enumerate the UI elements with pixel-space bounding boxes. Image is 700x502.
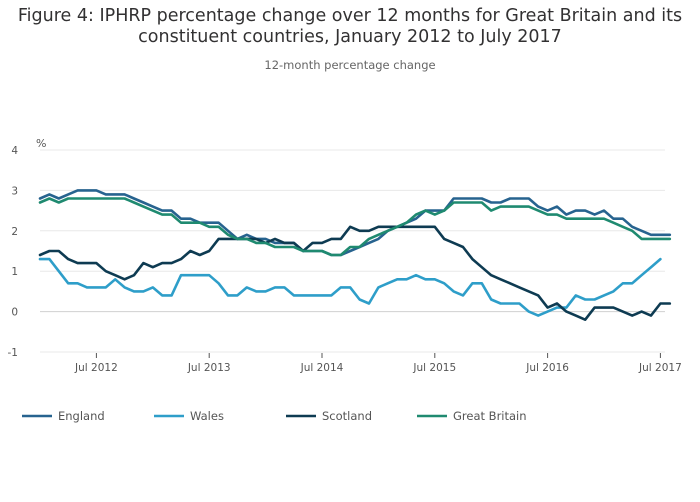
legend-item-scotland[interactable]: Scotland [286, 409, 372, 423]
chart-subtitle: 12-month percentage change [264, 58, 436, 72]
legend-item-england[interactable]: England [22, 409, 105, 423]
x-tick-label: Jul 2015 [412, 362, 456, 374]
y-tick-label: 0 [11, 307, 18, 319]
y-axis: 4 3 2 1 0 -1 [8, 145, 19, 359]
legend-label: Scotland [322, 409, 372, 423]
y-tick-label: 2 [11, 226, 18, 238]
legend-item-wales[interactable]: Wales [154, 409, 224, 423]
x-tick-label: Jul 2016 [525, 362, 569, 374]
y-tick-label: 3 [11, 185, 18, 197]
legend-item-great-britain[interactable]: Great Britain [417, 409, 527, 423]
x-tick-label: Jul 2017 [638, 362, 682, 374]
x-tick-label: Jul 2014 [300, 362, 344, 374]
series-line-scotland [38, 225, 672, 322]
chart-title: Figure 4: IPHRP percentage change over 1… [17, 6, 683, 47]
series-line-england [38, 189, 672, 257]
y-tick-label: -1 [8, 347, 18, 359]
series-line-great-britain [38, 197, 672, 257]
gridlines [40, 149, 665, 353]
y-tick-label: 4 [11, 145, 18, 157]
x-tick-label: Jul 2012 [74, 362, 118, 374]
x-axis: Jul 2012 Jul 2013 Jul 2014 Jul 2015 Jul 2016… [74, 353, 682, 374]
legend-label: Wales [190, 409, 224, 423]
legend: England Wales Scotland Great Britain [22, 409, 527, 423]
series-line-wales [38, 257, 662, 317]
legend-label: England [58, 409, 105, 423]
x-tick-label: Jul 2013 [187, 362, 231, 374]
y-tick-label: 1 [11, 266, 18, 278]
y-axis-label: % [36, 137, 46, 150]
series-lines [38, 189, 672, 322]
legend-label: Great Britain [453, 409, 527, 423]
